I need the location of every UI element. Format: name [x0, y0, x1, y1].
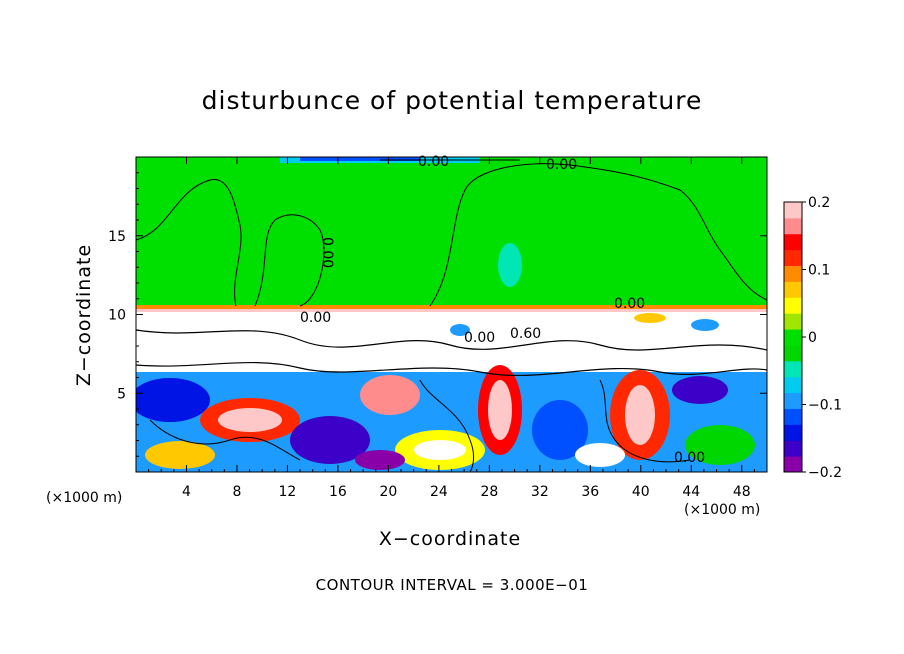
x-tick-label: 24: [430, 484, 448, 500]
x-tick-label: 8: [232, 484, 241, 500]
contour-label: 0.00: [319, 237, 335, 268]
colorbar-tick-label: −0.2: [808, 465, 842, 481]
x-tick-label: 44: [682, 484, 700, 500]
y-tick-label: 10: [108, 308, 126, 324]
colorbar-swatch: [784, 233, 802, 251]
x-tick-label: 48: [733, 484, 751, 500]
colorbar-swatch: [784, 217, 802, 235]
x-tick-label: 4: [182, 484, 191, 500]
contour-label: 0.00: [614, 296, 645, 312]
x-unit-label-right: (×1000 m): [684, 502, 761, 518]
contour-label: 0.60: [510, 326, 541, 342]
colorbar-swatch: [784, 392, 802, 409]
contour-interval-note: CONTOUR INTERVAL = 3.000E−01: [315, 576, 589, 594]
x-tick-label: 16: [329, 484, 347, 500]
contour-label: 0.00: [418, 154, 449, 170]
chart-title: disturbunce of potential temperature: [201, 86, 703, 115]
colorbar-tick-label: 0: [808, 330, 817, 346]
colorbar-tick-label: −0.1: [808, 398, 842, 414]
colorbar-swatch: [784, 376, 802, 394]
colorbar-swatch: [784, 424, 802, 441]
colorbar-swatch: [784, 360, 802, 378]
colorbar-tick-label: 0.2: [808, 195, 830, 211]
colorbar-swatch: [784, 202, 802, 219]
colorbar-swatch: [784, 313, 802, 330]
colorbar-swatch: [784, 344, 802, 362]
x-axis-label: X−coordinate: [378, 528, 522, 550]
colorbar-swatch: [784, 440, 802, 457]
colorbar-swatch: [784, 281, 802, 298]
colorbar-tick-label: 0.1: [808, 263, 830, 279]
contour-label: 0.00: [300, 310, 331, 326]
x-tick-label: 20: [379, 484, 397, 500]
x-axis: 4 8 12 16 20 24 28 32 36 40 44 48: [148, 157, 755, 500]
x-unit-label-left: (×1000 m): [46, 490, 123, 506]
y-tick-label: 15: [108, 229, 126, 245]
y-tick-label: 5: [117, 386, 126, 402]
contour-label: 0.00: [546, 157, 577, 173]
contour-label: 0.00: [464, 330, 495, 346]
x-tick-label: 28: [480, 484, 498, 500]
colorbar-swatch: [784, 265, 802, 282]
colorbar-swatch: [784, 329, 802, 346]
x-tick-label: 32: [531, 484, 549, 500]
x-tick-label: 12: [279, 484, 297, 500]
x-tick-label: 40: [632, 484, 650, 500]
y-axis: 5 10 15: [108, 172, 767, 457]
colorbar-swatch: [784, 249, 802, 267]
heatmap-field: [136, 157, 767, 472]
x-tick-label: 36: [581, 484, 599, 500]
colorbar: 0.2 0.1 0 −0.1 −0.2: [783, 195, 842, 481]
colorbar-swatch: [784, 456, 802, 473]
contour-label: 0.00: [674, 450, 705, 466]
colorbar-swatch: [784, 297, 802, 314]
colorbar-swatch: [784, 408, 802, 425]
